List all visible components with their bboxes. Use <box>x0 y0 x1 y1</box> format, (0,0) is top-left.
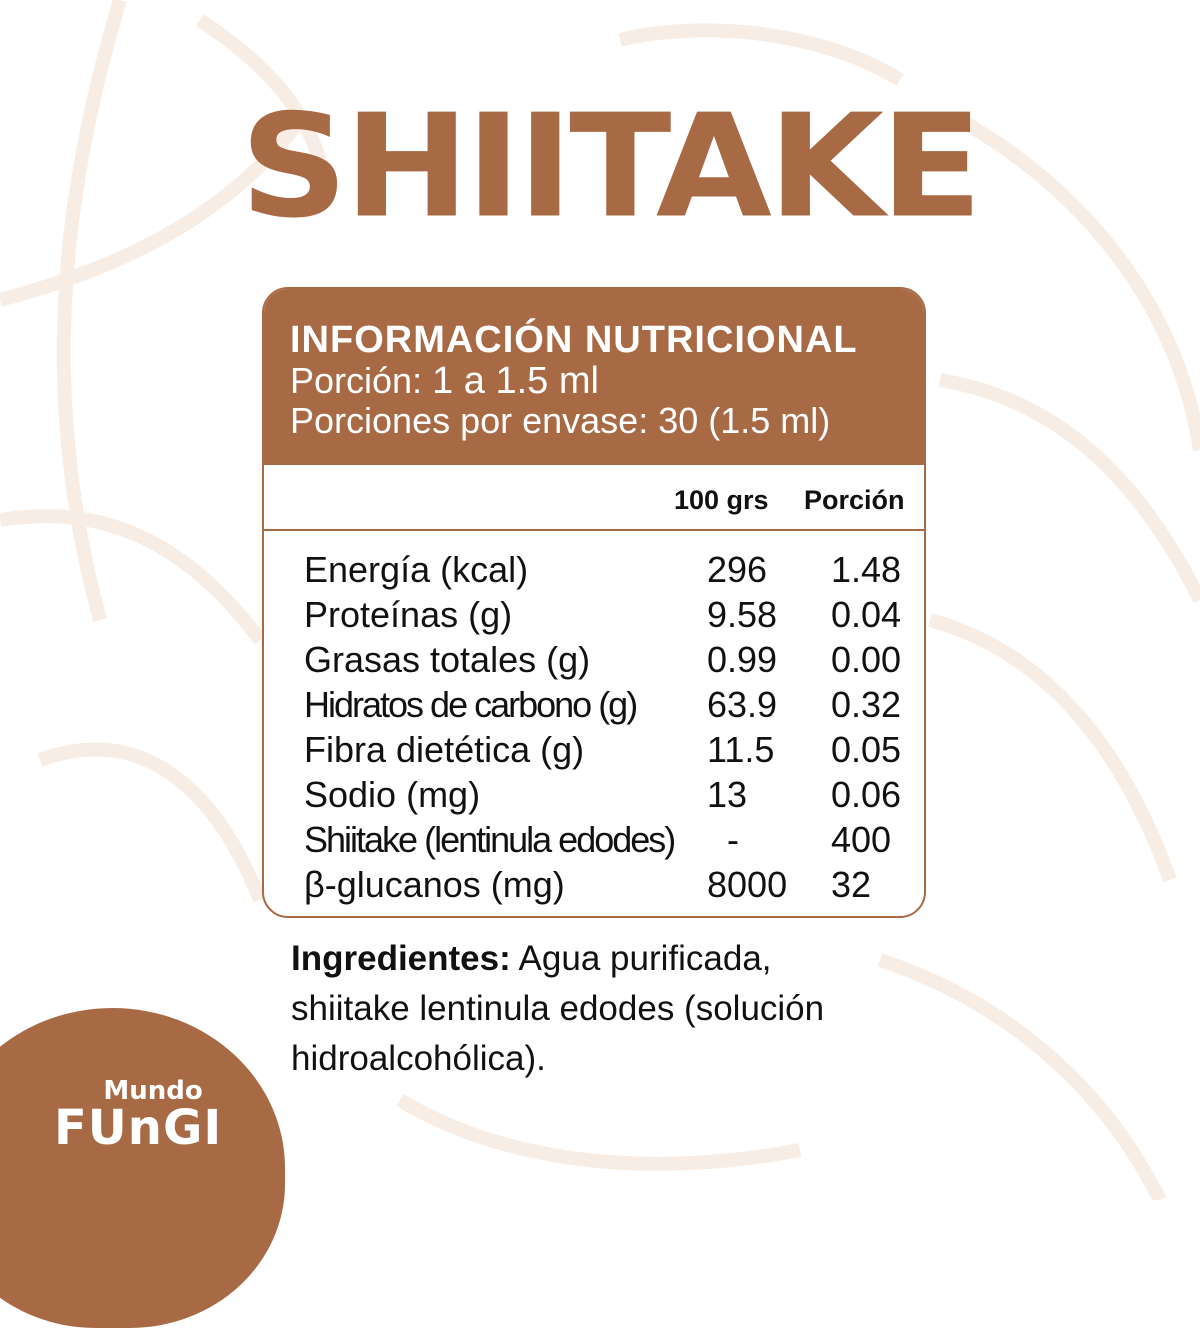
table-row: Shiitake (lentinula edodes) - 400 <box>304 819 924 864</box>
column-header-portion: Porción <box>804 485 905 515</box>
servings-per-container: Porciones por envase: 30 (1.5 ml) <box>290 400 831 441</box>
nutrient-label: Proteínas (g) <box>304 594 513 635</box>
value-portion: 1.48 <box>831 549 902 590</box>
value-portion: 0.04 <box>831 594 902 635</box>
value-100g: 13 <box>707 774 748 815</box>
ingredients: Ingredientes: Agua purificada, shiitake … <box>291 934 891 1084</box>
nutrient-label: Hidratos de carbono (g) <box>304 684 638 725</box>
nutrition-heading: INFORMACIÓN NUTRICIONAL <box>290 319 858 361</box>
value-100g: 296 <box>707 549 768 590</box>
brand-logo: Mundo FUnGI <box>54 1078 222 1152</box>
nutrient-label: Sodio (mg) <box>304 774 481 815</box>
table-row: Fibra dietética (g) 11.5 0.05 <box>304 729 924 774</box>
value-portion: 0.06 <box>831 774 902 815</box>
nutrient-label: Shiitake (lentinula edodes) <box>304 819 676 860</box>
logo-line1: Mundo <box>103 1076 203 1106</box>
logo-line2: FUnGI <box>54 1100 223 1156</box>
value-100g: 0.99 <box>707 639 778 680</box>
product-title: SHIITAKE <box>240 84 983 250</box>
value-portion: 400 <box>831 819 892 860</box>
value-100g: 11.5 <box>707 729 775 770</box>
value-100g: 9.58 <box>707 594 778 635</box>
value-portion: 0.05 <box>831 729 902 770</box>
ingredients-label: Ingredientes: <box>291 939 511 978</box>
column-headers: 100 grs Porción <box>264 465 924 531</box>
nutrition-header: INFORMACIÓN NUTRICIONAL Porción: 1 a 1.5… <box>264 289 924 465</box>
value-portion: 0.00 <box>831 639 902 680</box>
value-100g: - <box>727 819 739 860</box>
value-portion: 32 <box>831 864 872 905</box>
table-row: Hidratos de carbono (g) 63.9 0.32 <box>304 684 924 729</box>
table-row: Grasas totales (g) 0.99 0.00 <box>304 639 924 684</box>
serving-value: 1 a 1.5 ml <box>432 360 599 402</box>
value-100g: 63.9 <box>707 684 778 725</box>
serving-label: Porción: <box>290 360 423 401</box>
nutrient-label: Grasas totales (g) <box>304 639 591 680</box>
nutrition-panel: INFORMACIÓN NUTRICIONAL Porción: 1 a 1.5… <box>262 287 926 918</box>
table-row: Proteínas (g) 9.58 0.04 <box>304 594 924 639</box>
value-100g: 8000 <box>707 864 788 905</box>
nutrient-label: β-glucanos (mg) <box>304 864 565 905</box>
leaf-pattern-background <box>0 0 1200 1200</box>
nutrient-label: Energía (kcal) <box>304 549 529 590</box>
serving-size: Porción: 1 a 1.5 ml <box>290 360 924 402</box>
column-header-100g: 100 grs <box>674 485 769 515</box>
table-row: Sodio (mg) 13 0.06 <box>304 774 924 819</box>
nutrient-label: Fibra dietética (g) <box>304 729 585 770</box>
table-row: Energía (kcal) 296 1.48 <box>304 549 924 594</box>
table-row: β-glucanos (mg) 8000 32 <box>304 864 924 909</box>
value-portion: 0.32 <box>831 684 902 725</box>
ingredients-text: Agua purificada, shiitake lentinula edod… <box>291 939 825 1078</box>
